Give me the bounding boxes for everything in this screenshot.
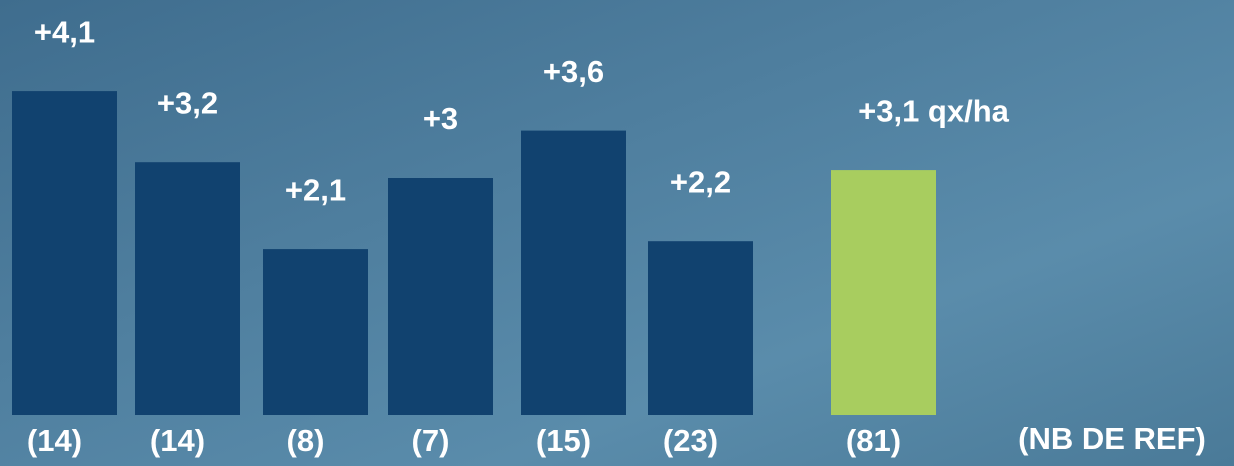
value-label: +3,6 — [543, 54, 604, 89]
x-tick-label: (14) — [27, 423, 82, 458]
x-tick-label: (81) — [846, 423, 901, 458]
x-tick-label: (7) — [412, 423, 450, 458]
bar — [648, 241, 753, 415]
bar — [263, 249, 368, 415]
x-tick-label: (23) — [663, 423, 718, 458]
x-tick-label: (15) — [536, 423, 591, 458]
value-label: +4,1 — [34, 14, 95, 49]
bar — [12, 91, 117, 415]
bar — [388, 178, 493, 415]
value-label: +2,2 — [670, 164, 731, 199]
x-axis-label: (NB DE REF) — [1018, 421, 1206, 456]
x-tick-label: (14) — [150, 423, 205, 458]
bar — [831, 170, 936, 415]
value-label: +3,2 — [157, 85, 218, 120]
bar — [135, 162, 240, 415]
page: (NB DE REF) +4,1 (14) +3,2 (14) +2,1 (8) +3 (7)… — [0, 0, 1234, 466]
value-label: +3 — [423, 101, 458, 136]
value-label: +2,1 — [285, 172, 346, 207]
x-tick-label: (8) — [287, 423, 325, 458]
bar — [521, 131, 626, 415]
chart: (NB DE REF) +4,1 (14) +3,2 (14) +2,1 (8) +3 (7)… — [0, 0, 1234, 466]
value-label: +3,1 qx/ha — [858, 93, 1010, 128]
